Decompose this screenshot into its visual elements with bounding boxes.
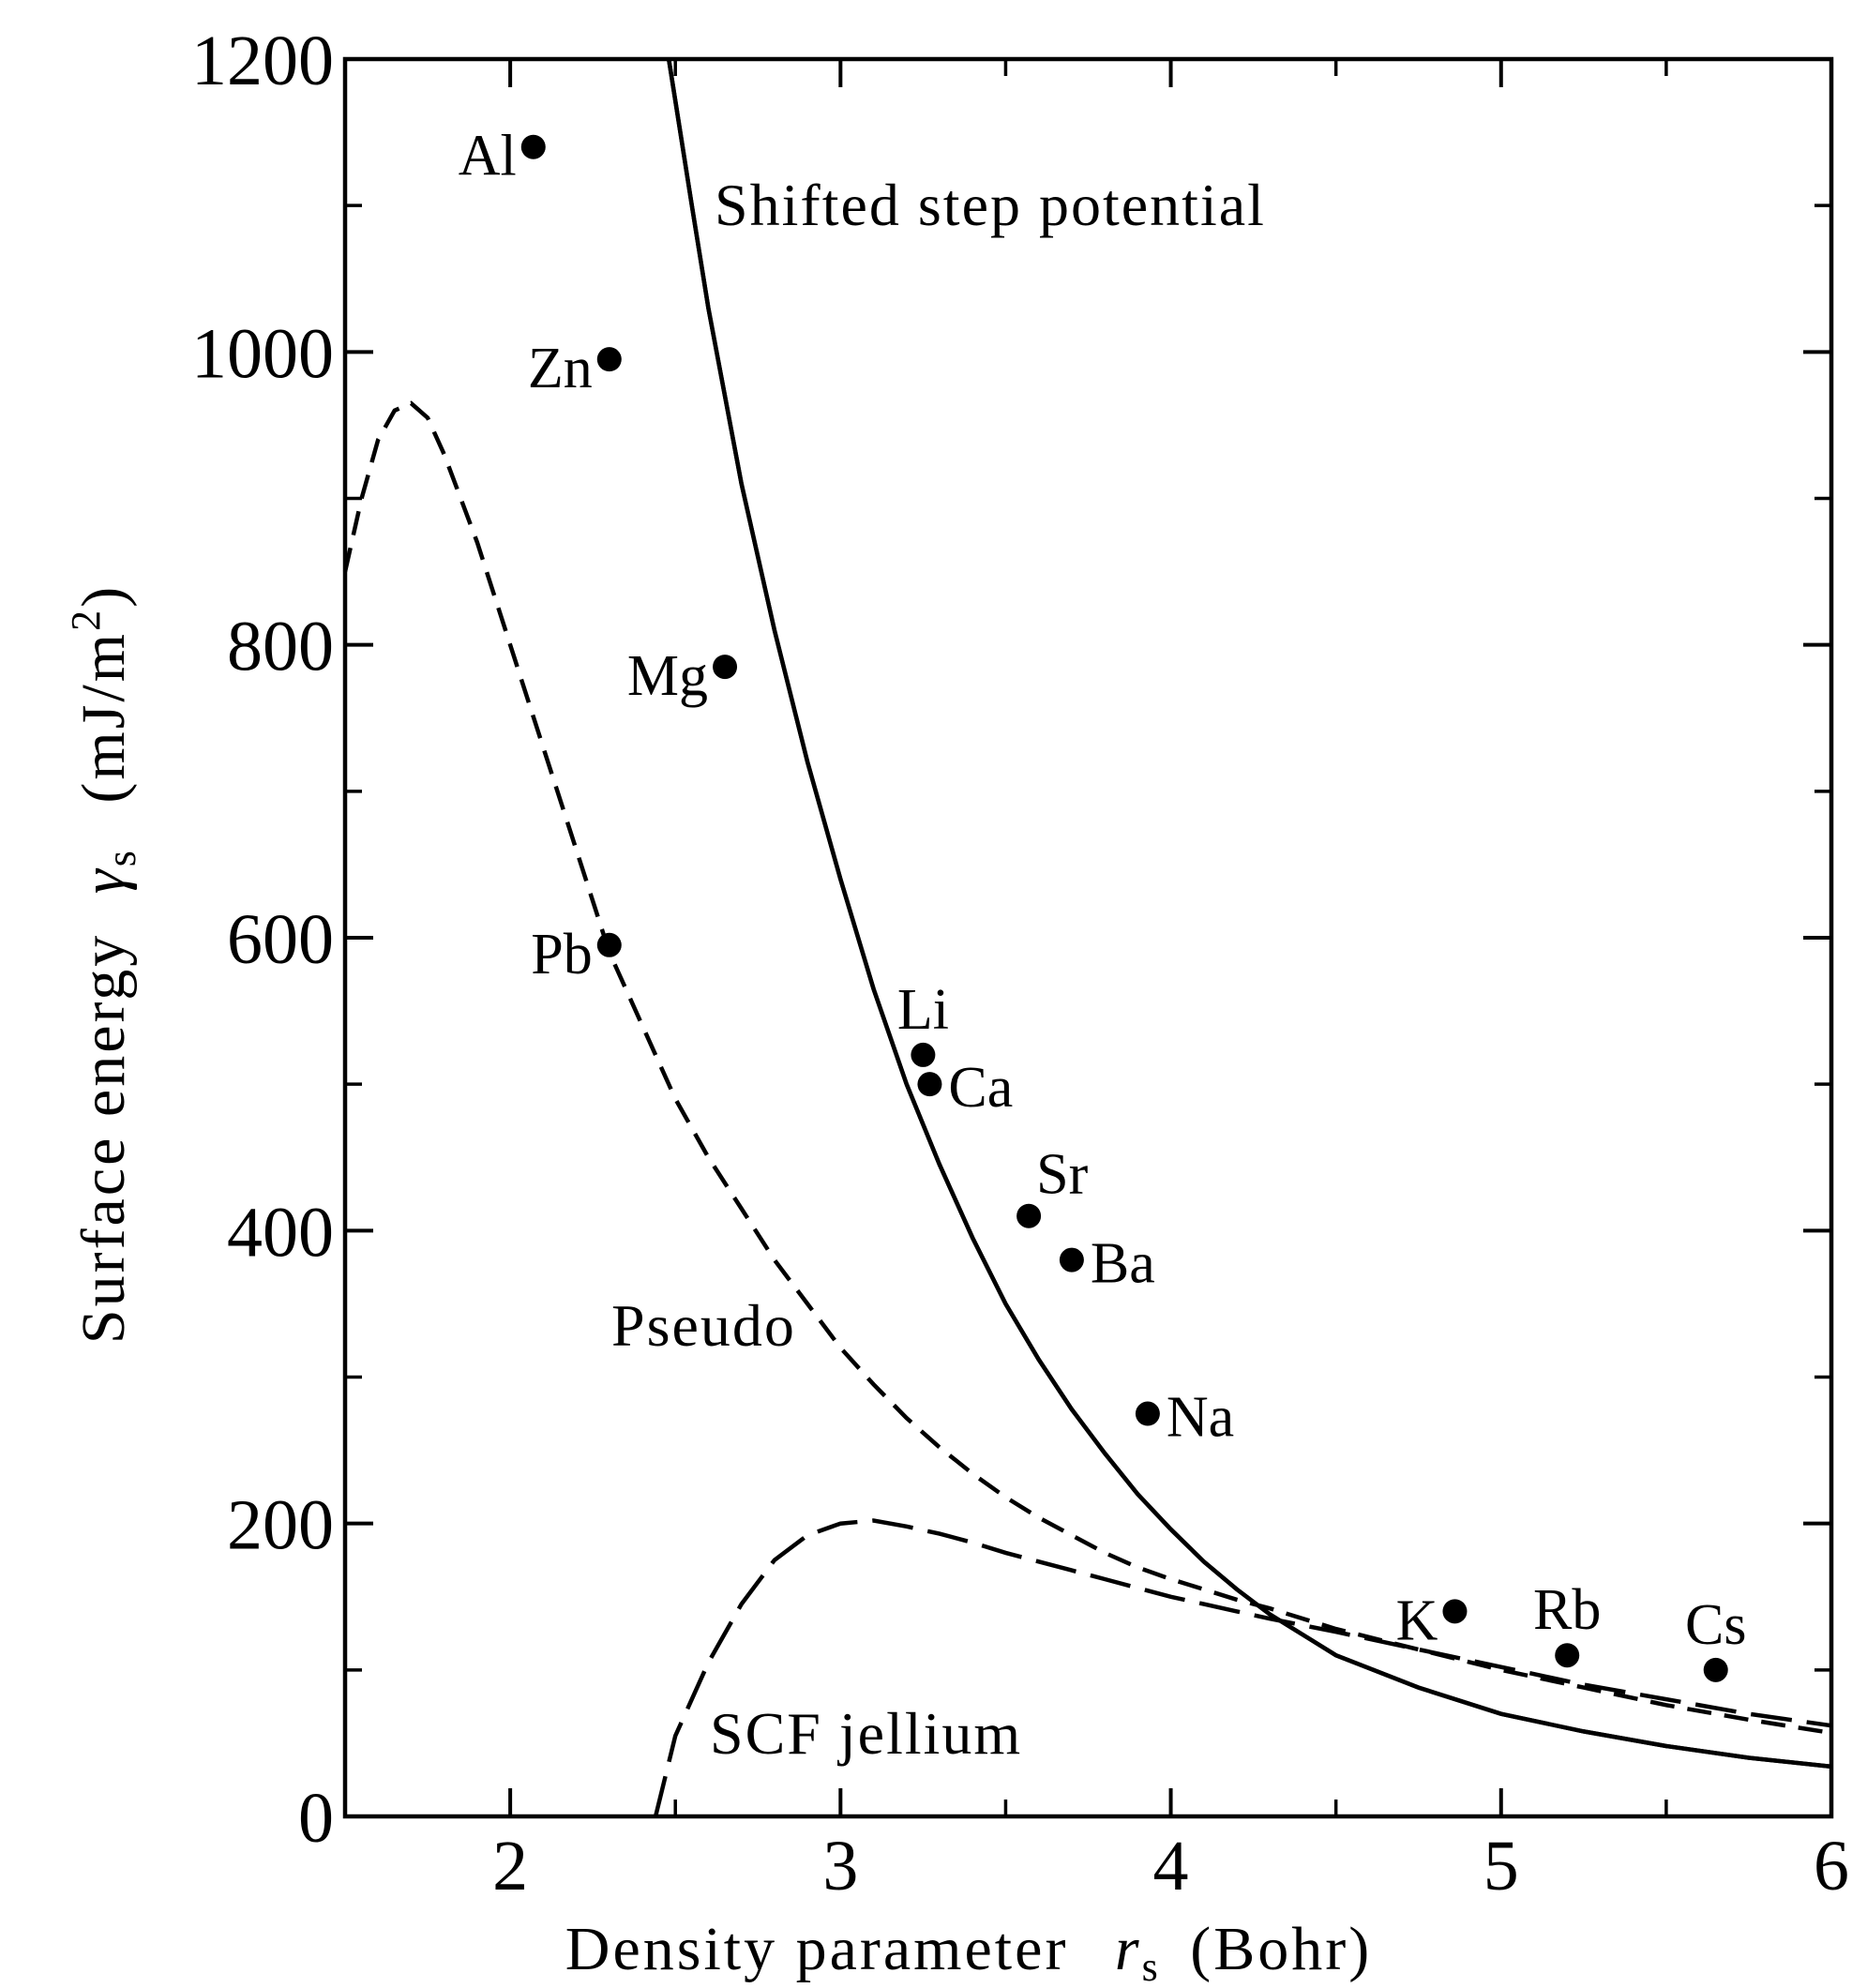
data-label-al: Al [459, 125, 517, 188]
data-label-ca: Ca [948, 1056, 1013, 1120]
data-point-na [1135, 1401, 1160, 1426]
y-axis-title-sup: 2 [63, 608, 109, 631]
x-tick-label: 2 [492, 1827, 528, 1905]
y-tick-label: 1200 [191, 22, 334, 100]
y-tick-label: 200 [227, 1486, 334, 1565]
series-line-shifted-step-potential-gap [666, 58, 1832, 1770]
y-axis-title-close: ) [69, 584, 138, 608]
data-label-sr: Sr [1036, 1143, 1088, 1207]
data-point-pb [596, 932, 622, 957]
data-point-li [911, 1042, 936, 1067]
data-point-k [1442, 1599, 1468, 1624]
series-line-shifted-step-potential [666, 58, 1832, 1770]
data-label-rb: Rb [1533, 1578, 1601, 1642]
data-point-al [520, 134, 546, 159]
y-tick-label: 0 [298, 1779, 334, 1858]
data-point-mg [713, 655, 738, 680]
x-axis-title-prefix: Density parameter [565, 1915, 1069, 1983]
curve-label-shifted-step: Shifted step potential [715, 172, 1266, 238]
y-tick-label: 400 [227, 1193, 334, 1272]
data-label-ba: Ba [1091, 1232, 1155, 1296]
data-point-sr [1016, 1203, 1042, 1228]
curve-label-pseudo: Pseudo [611, 1292, 796, 1359]
data-point-rb [1555, 1643, 1580, 1668]
y-tick-label: 800 [227, 608, 334, 686]
y-tick-label: 1000 [191, 314, 334, 393]
series-line-scf-jellium [653, 1518, 1832, 1817]
data-label-li: Li [897, 978, 949, 1042]
data-label-zn: Zn [528, 337, 593, 400]
data-point-ca [917, 1072, 942, 1097]
series-line-pseudo [342, 400, 1832, 1736]
y-axis-title: Surface energy γs (mJ/m2) [63, 584, 149, 1344]
data-label-cs: Cs [1685, 1593, 1746, 1657]
y-axis-title-prefix: Surface energy [69, 933, 138, 1344]
x-axis-title: Density parameter rs (Bohr) [565, 1915, 1372, 1988]
y-axis-title-sub: s [98, 848, 144, 866]
data-point-ba [1059, 1247, 1084, 1273]
curve-label-scf-jellium: SCF jellium [710, 1700, 1022, 1767]
x-axis-title-symbol: r [1115, 1915, 1142, 1983]
x-tick-label: 5 [1483, 1827, 1519, 1905]
plot-area: 2 3 4 5 6 0 200 400 600 800 1000 1200 [191, 22, 1849, 1905]
data-label-na: Na [1167, 1386, 1234, 1450]
axis-titles: Density parameter rs (Bohr) Surface ener… [63, 584, 1372, 1988]
data-label-pb: Pb [531, 923, 592, 986]
x-axis-title-sub: s [1142, 1944, 1161, 1988]
y-tick-label: 600 [227, 900, 334, 979]
x-axis-title-suffix: (Bohr) [1190, 1915, 1372, 1983]
data-point-cs [1703, 1657, 1728, 1682]
x-tick-label: 4 [1153, 1827, 1189, 1905]
curve-labels: Shifted step potential Pseudo SCF jelliu… [611, 172, 1266, 1767]
data-label-mg: Mg [627, 644, 708, 708]
y-axis-title-symbol: γ [69, 866, 138, 894]
x-tick-label: 6 [1814, 1827, 1849, 1905]
x-tick-label: 3 [822, 1827, 858, 1905]
data-label-k: K [1396, 1589, 1438, 1652]
curves [342, 58, 1832, 1817]
y-axis-title-suffix: (mJ/m [69, 631, 138, 804]
data-point-zn [596, 347, 622, 372]
